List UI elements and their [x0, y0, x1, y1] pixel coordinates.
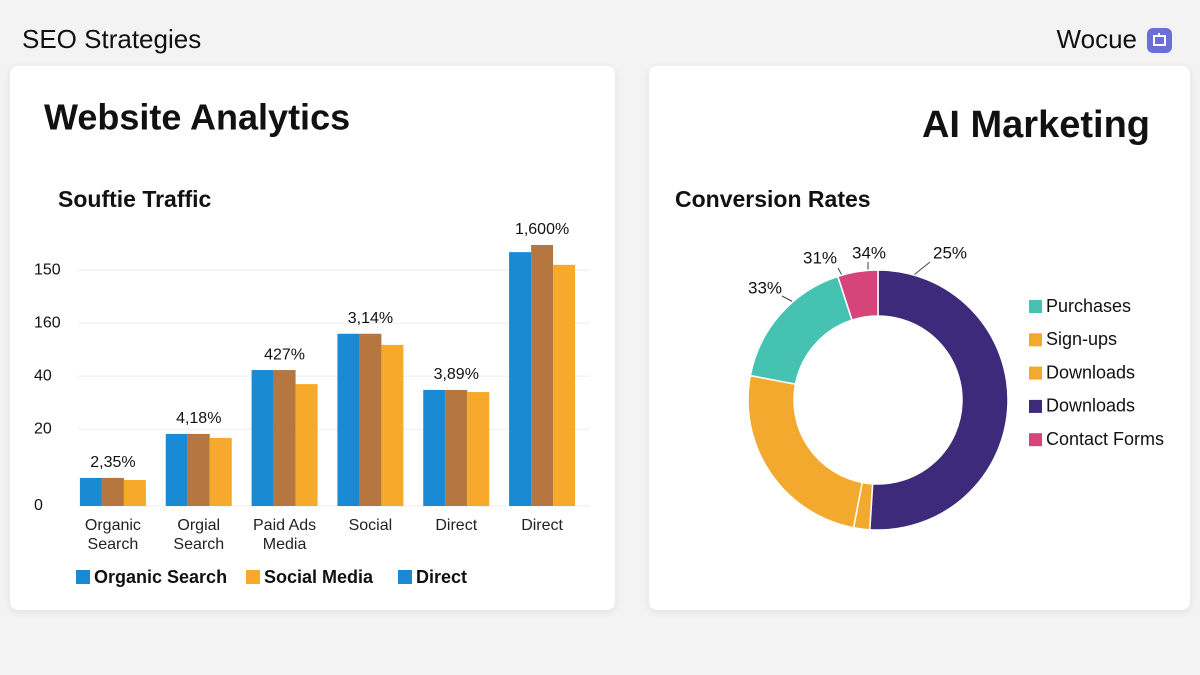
bar: [467, 392, 490, 506]
legend-label: Organic Search: [94, 567, 227, 587]
legend-label: Purchases: [1046, 296, 1131, 316]
y-tick-label: 20: [34, 420, 52, 437]
data-label: 4,18%: [176, 410, 221, 427]
legend-label: Contact Forms: [1046, 429, 1164, 449]
bar: [187, 433, 210, 506]
legend-swatch: [1029, 333, 1042, 347]
chart-title: Conversion Rates: [675, 186, 871, 212]
card-title: AI Marketing: [922, 104, 1150, 146]
percent-annotation: 25%: [933, 243, 967, 262]
bar: [553, 264, 576, 506]
x-tick-label: Organic Search: [84, 517, 141, 553]
bar: [79, 477, 102, 506]
x-tick-label: Direct: [521, 517, 563, 534]
legend-label: Downloads: [1046, 362, 1135, 382]
bar: [381, 344, 404, 506]
bar: [209, 437, 232, 506]
bar: [531, 244, 554, 506]
bar: [123, 480, 146, 506]
page-title: SEO Strategies: [22, 24, 201, 54]
bar: [337, 333, 360, 506]
bar: [295, 384, 318, 506]
percent-annotation: 31%: [803, 248, 837, 267]
data-label: 427%: [264, 346, 305, 363]
x-tick-label: Orgial Search: [173, 517, 225, 553]
bar: [423, 389, 446, 506]
legend-swatch: [76, 570, 90, 584]
legend-swatch: [398, 570, 412, 584]
legend-label: Social Media: [264, 567, 374, 587]
y-tick-label: 40: [34, 367, 52, 384]
x-tick-label: Social: [348, 517, 393, 534]
x-tick-label: Direct: [435, 517, 478, 534]
legend-swatch: [1029, 433, 1042, 447]
bar: [445, 389, 468, 506]
y-tick-label: 150: [34, 261, 61, 278]
bar: [165, 433, 188, 506]
data-label: 2,35%: [90, 454, 135, 471]
chart-title: Souftie Traffic: [58, 186, 212, 212]
legend-swatch: [1029, 399, 1042, 413]
percent-annotation: 34%: [852, 243, 886, 262]
bar: [251, 370, 274, 506]
donut-segment: [869, 269, 1009, 531]
brand-name: Wocue: [1057, 24, 1137, 54]
legend-label: Sign-ups: [1046, 329, 1117, 349]
legend-swatch: [1029, 366, 1042, 380]
percent-annotation: 33%: [748, 278, 782, 297]
legend-swatch: [1029, 300, 1042, 313]
y-tick-label: 0: [34, 497, 43, 514]
brand-icon: [1147, 28, 1172, 53]
legend-swatch: [246, 570, 260, 584]
brand-icon-glyph: [1153, 33, 1166, 46]
data-label: 1,600%: [515, 221, 569, 238]
donut-segment: [836, 269, 879, 322]
bar: [273, 370, 296, 506]
bar: [359, 333, 382, 506]
x-tick-label: Paid Ads Media: [253, 517, 317, 553]
data-label: 3,14%: [348, 310, 393, 327]
legend-label: Direct: [416, 567, 467, 587]
data-label: 3,89%: [434, 366, 479, 383]
legend-label: Downloads: [1046, 396, 1135, 416]
y-tick-label: 160: [34, 314, 61, 331]
card-title: Website Analytics: [44, 97, 350, 138]
bar: [509, 252, 532, 506]
bar: [101, 477, 124, 506]
